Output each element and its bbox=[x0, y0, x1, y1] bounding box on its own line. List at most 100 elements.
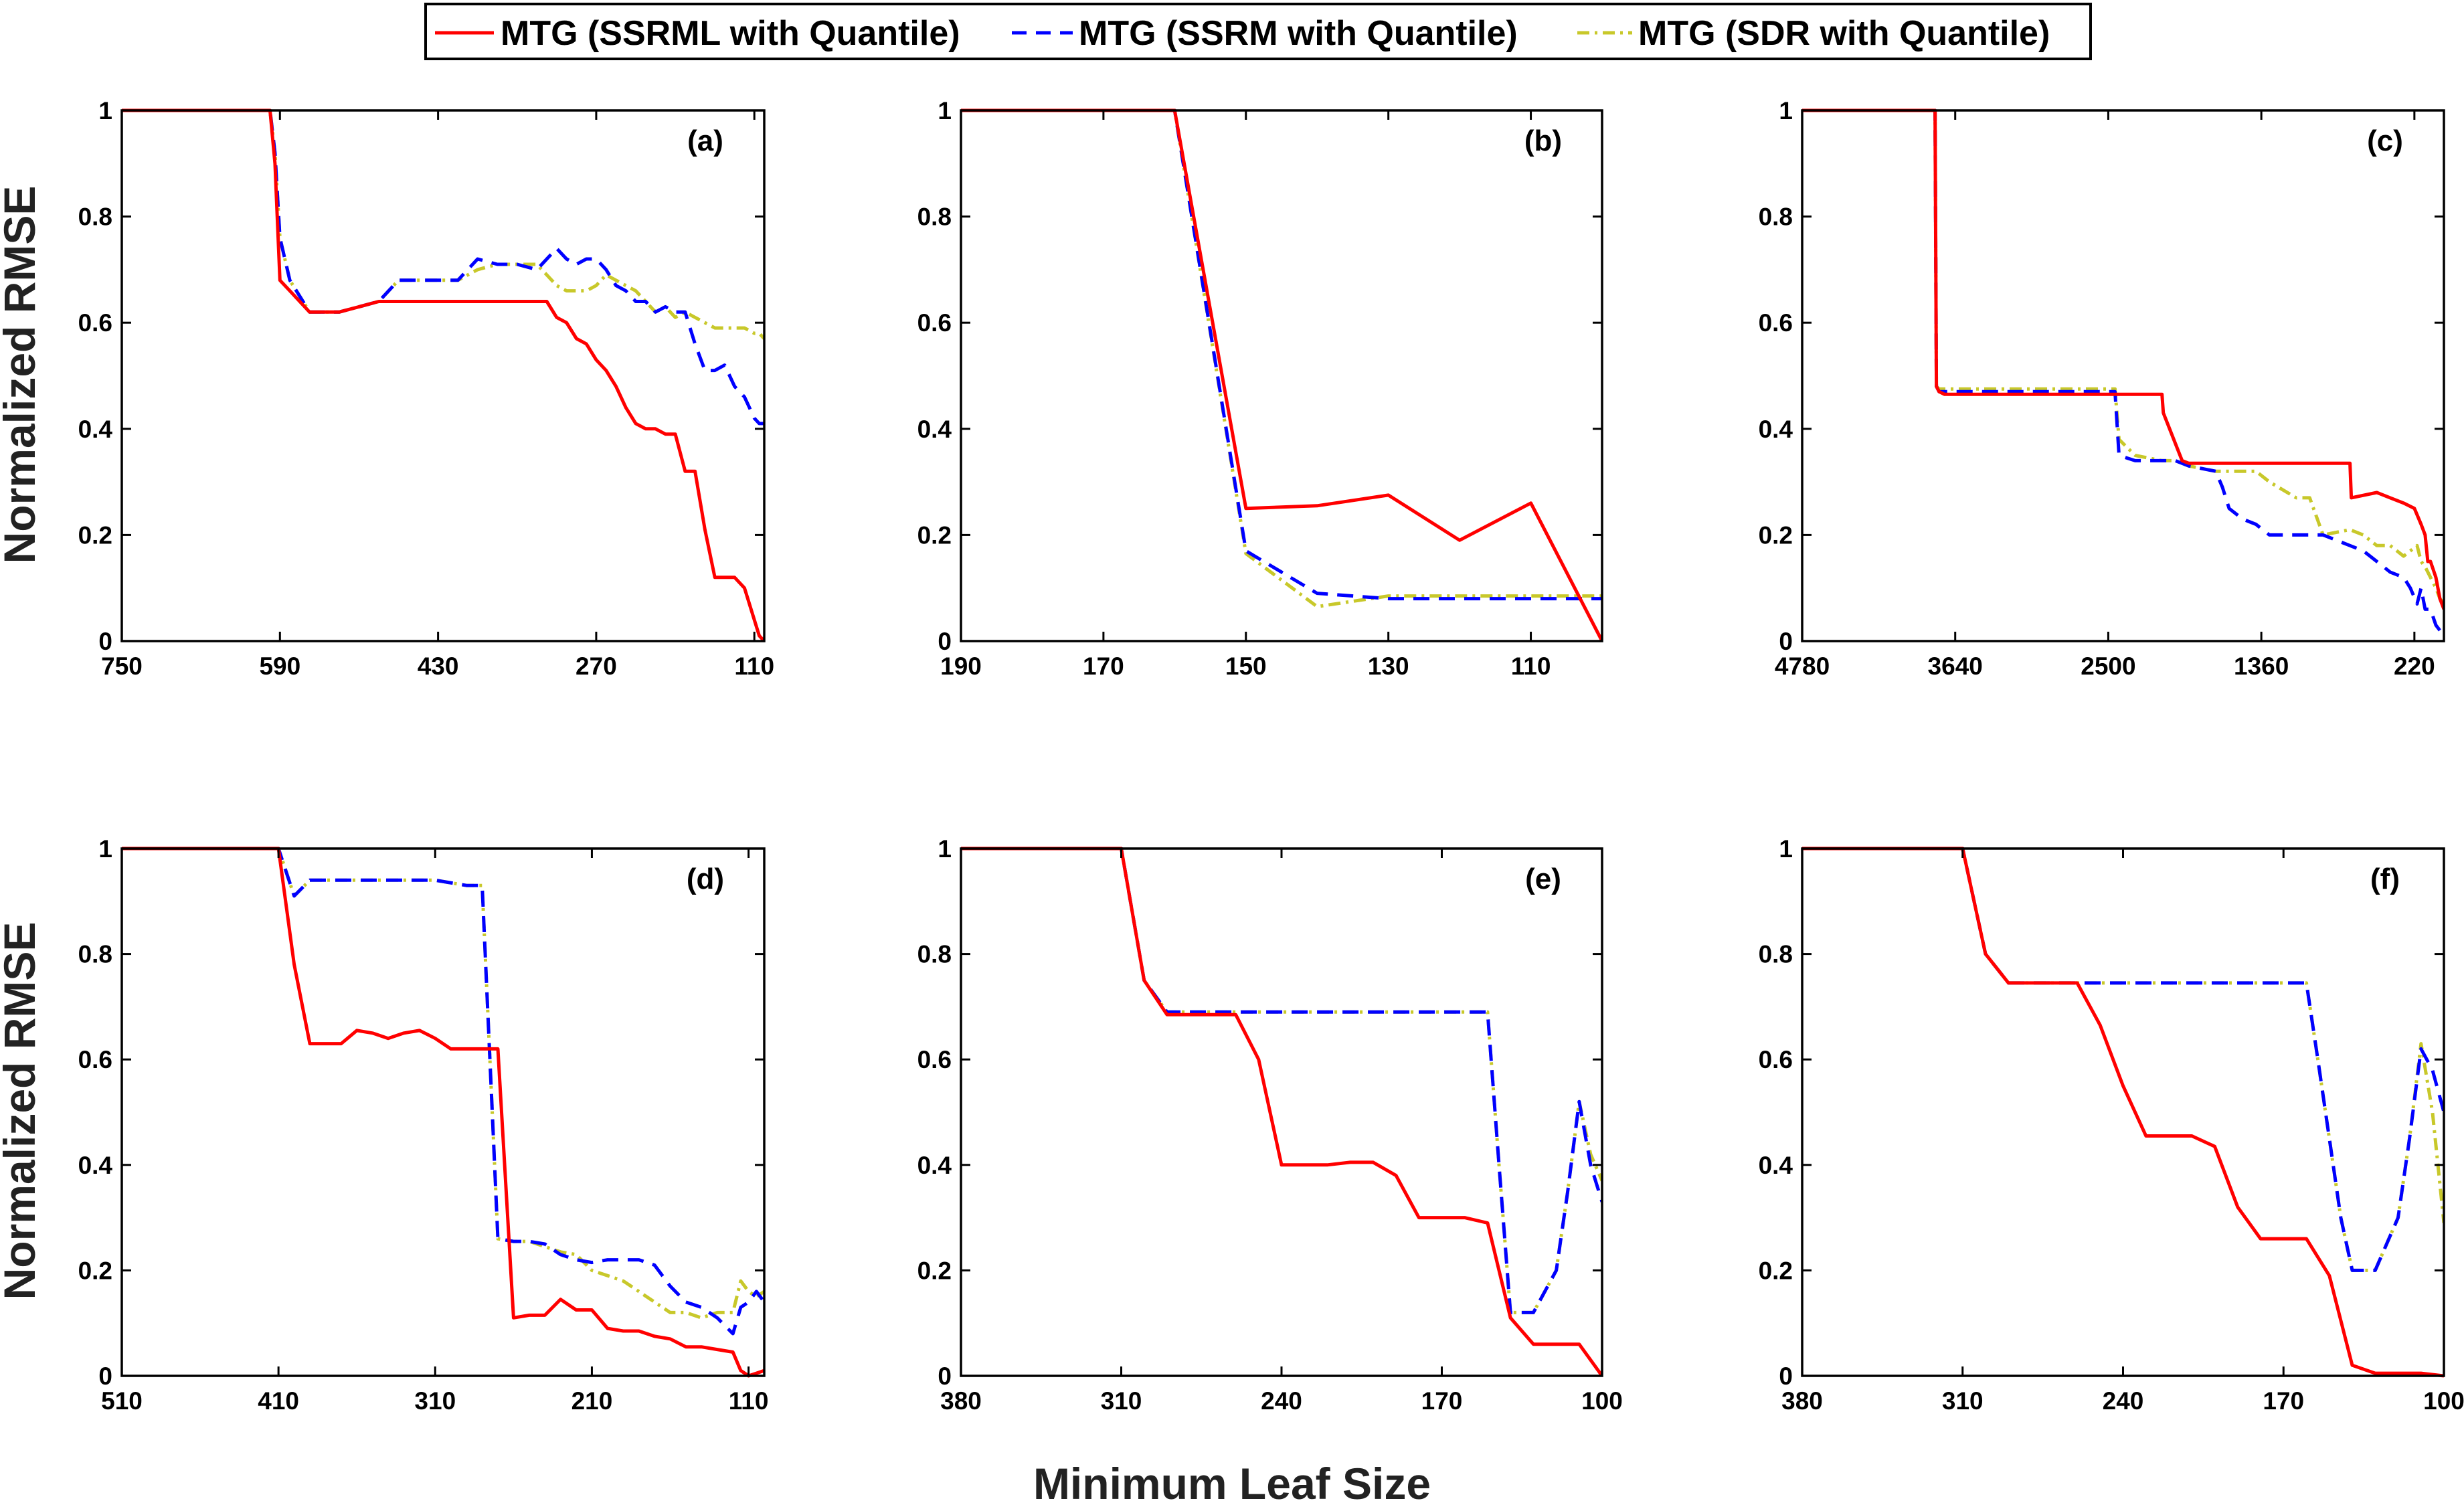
y-tick-label-e-2: 0.4 bbox=[917, 1152, 952, 1179]
y-tick-label-c-1: 0.2 bbox=[1759, 521, 1793, 549]
y-tick-label-e-0: 0 bbox=[938, 1362, 952, 1390]
x-tick-label-a-3: 270 bbox=[576, 652, 617, 680]
x-tick-label-b-4: 110 bbox=[1511, 652, 1551, 680]
y-tick-label-f-0: 0 bbox=[1779, 1362, 1793, 1390]
x-tick-label-e-4: 100 bbox=[1581, 1387, 1623, 1415]
panel-f: 0 0.2 0.4 0.6 0.8 1 380 310 240 170 100 (f) bbox=[1759, 835, 2464, 1415]
y-tick-label-a-5: 1 bbox=[98, 97, 112, 124]
legend-label-sdr: MTG (SDR with Quantile) bbox=[1638, 14, 2050, 53]
y-tick-label-f-3: 0.6 bbox=[1759, 1046, 1793, 1073]
x-tick-label-a-0: 750 bbox=[101, 652, 143, 680]
legend-label-ssrm: MTG (SSRM with Quantile) bbox=[1079, 14, 1518, 53]
series-line-d-ssrml bbox=[122, 847, 764, 1378]
y-tick-label-b-3: 0.6 bbox=[917, 309, 952, 337]
x-tick-label-e-2: 240 bbox=[1261, 1387, 1302, 1415]
series-line-a-ssrml bbox=[122, 108, 764, 642]
axes-frame-d bbox=[120, 847, 766, 1377]
y-tick-label-f-2: 0.4 bbox=[1759, 1152, 1793, 1179]
plot-area-f bbox=[1802, 849, 2444, 1376]
x-tick-label-c-0: 4780 bbox=[1775, 652, 1830, 680]
panel-label-d: (d) bbox=[687, 863, 724, 895]
y-tick-label-a-1: 0.2 bbox=[78, 521, 112, 549]
plot-area-b bbox=[961, 110, 1602, 641]
x-tick-label-e-1: 310 bbox=[1101, 1387, 1142, 1415]
series-group-a bbox=[122, 108, 764, 642]
y-axis-label-top: Normalized RMSE bbox=[0, 186, 44, 564]
x-tick-label-f-4: 100 bbox=[2423, 1387, 2464, 1415]
x-tick-label-c-3: 1360 bbox=[2234, 652, 2289, 680]
series-line-c-ssrml bbox=[1802, 108, 2444, 610]
x-tick-label-d-1: 410 bbox=[258, 1387, 299, 1415]
y-tick-label-d-4: 0.8 bbox=[78, 941, 112, 968]
axes-frame-c bbox=[1801, 109, 2445, 642]
y-tick-label-b-0: 0 bbox=[938, 628, 952, 655]
x-tick-label-a-1: 590 bbox=[259, 652, 300, 680]
legend-label-ssrml: MTG (SSRML with Quantile) bbox=[501, 14, 960, 53]
series-line-b-ssrml bbox=[961, 108, 1602, 642]
series-group-b bbox=[961, 108, 1602, 642]
legend: MTG (SSRML with Quantile) MTG (SSRM with… bbox=[424, 3, 2092, 60]
x-tick-label-b-3: 130 bbox=[1368, 652, 1409, 680]
x-tick-label-d-2: 310 bbox=[414, 1387, 456, 1415]
y-tick-label-d-0: 0 bbox=[98, 1362, 112, 1390]
series-line-e-ssrm bbox=[961, 847, 1602, 1314]
y-tick-label-d-5: 1 bbox=[98, 835, 112, 863]
x-tick-label-d-0: 510 bbox=[101, 1387, 143, 1415]
y-tick-label-a-4: 0.8 bbox=[78, 203, 112, 231]
x-tick-label-a-4: 110 bbox=[734, 652, 774, 680]
y-tick-label-d-3: 0.6 bbox=[78, 1046, 112, 1073]
y-tick-label-c-5: 1 bbox=[1779, 97, 1793, 124]
x-tick-label-b-2: 150 bbox=[1225, 652, 1267, 680]
panel-e: 0 0.2 0.4 0.6 0.8 1 380 310 240 170 100 (e) bbox=[917, 835, 1623, 1415]
x-tick-label-e-0: 380 bbox=[940, 1387, 982, 1415]
y-tick-label-c-0: 0 bbox=[1779, 628, 1793, 655]
y-tick-label-b-2: 0.4 bbox=[917, 416, 952, 443]
series-group-d bbox=[122, 847, 764, 1378]
y-tick-label-b-4: 0.8 bbox=[917, 203, 952, 231]
x-tick-label-b-1: 170 bbox=[1083, 652, 1124, 680]
x-tick-label-c-4: 220 bbox=[2394, 652, 2435, 680]
panel-label-a: (a) bbox=[687, 124, 723, 157]
series-group-f bbox=[1802, 847, 2444, 1378]
x-tick-label-f-1: 310 bbox=[1942, 1387, 1984, 1415]
plot-area-a bbox=[122, 110, 764, 641]
series-line-c-ssrm bbox=[1802, 108, 2444, 637]
panel-d: 0 0.2 0.4 0.6 0.8 1 510 410 310 210 110 (d) bbox=[78, 835, 769, 1415]
series-group-e bbox=[961, 847, 1602, 1377]
series-line-e-ssrml bbox=[961, 847, 1602, 1377]
plot-area-c bbox=[1802, 110, 2444, 641]
panel-label-f: (f) bbox=[2370, 863, 2400, 895]
axes-frame-a bbox=[120, 109, 766, 642]
y-tick-label-f-5: 1 bbox=[1779, 835, 1793, 863]
y-tick-label-a-2: 0.4 bbox=[78, 416, 113, 443]
x-tick-label-c-1: 3640 bbox=[1928, 652, 1983, 680]
x-tick-label-d-4: 110 bbox=[729, 1387, 769, 1415]
x-axis-label: Minimum Leaf Size bbox=[1033, 1459, 1431, 1505]
panel-a: 0 0.2 0.4 0.6 0.8 1 750 590 430 270 110 (a) bbox=[78, 97, 775, 680]
y-tick-label-b-1: 0.2 bbox=[917, 521, 952, 549]
y-tick-label-e-5: 1 bbox=[938, 835, 952, 863]
plot-area-d bbox=[122, 849, 764, 1376]
x-tick-label-d-3: 210 bbox=[571, 1387, 613, 1415]
panel-c: 0 0.2 0.4 0.6 0.8 1 4780 3640 2500 1360 220 (c) bbox=[1759, 97, 2445, 680]
series-line-f-ssrml bbox=[1802, 847, 2444, 1378]
x-tick-label-f-0: 380 bbox=[1781, 1387, 1823, 1415]
axes-frame-b bbox=[960, 109, 1603, 642]
panel-label-c: (c) bbox=[2367, 124, 2403, 157]
x-tick-label-c-2: 2500 bbox=[2081, 652, 2135, 680]
x-tick-label-f-3: 170 bbox=[2263, 1387, 2304, 1415]
x-tick-label-f-2: 240 bbox=[2103, 1387, 2144, 1415]
panel-b: 0 0.2 0.4 0.6 0.8 1 190 170 150 130 110 (b) bbox=[917, 97, 1603, 680]
y-tick-label-a-3: 0.6 bbox=[78, 309, 112, 337]
y-tick-label-c-2: 0.4 bbox=[1759, 416, 1793, 443]
x-tick-label-e-3: 170 bbox=[1421, 1387, 1463, 1415]
y-tick-label-c-4: 0.8 bbox=[1759, 203, 1793, 231]
panel-label-b: (b) bbox=[1524, 124, 1562, 157]
y-tick-label-d-1: 0.2 bbox=[78, 1257, 112, 1284]
y-axis-label-bottom: Normalized RMSE bbox=[0, 922, 44, 1300]
y-tick-label-a-0: 0 bbox=[98, 628, 112, 655]
y-tick-label-d-2: 0.4 bbox=[78, 1152, 113, 1179]
plot-area-e bbox=[961, 849, 1602, 1376]
